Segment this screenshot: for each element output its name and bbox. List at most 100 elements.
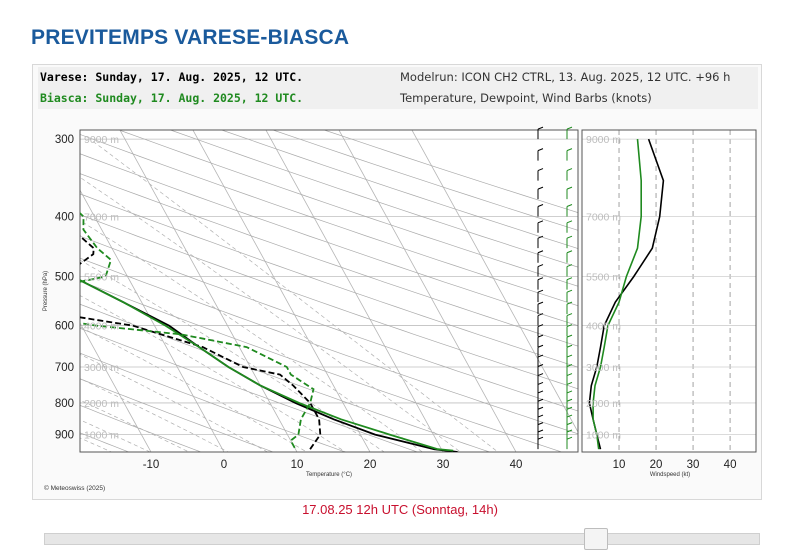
biasca-wind-barb-flag	[566, 381, 573, 385]
biasca-wind-barb-flag	[566, 148, 573, 152]
wind-height-label: 2000 m	[586, 398, 621, 410]
dry-adiabat	[80, 193, 578, 368]
biasca-wind-barb-flag	[566, 324, 573, 328]
dry-adiabat	[220, 130, 578, 249]
isotherm-line	[338, 130, 517, 452]
wind-frame	[581, 129, 757, 453]
varese-wind-barb-flag	[537, 354, 544, 358]
skewt-series-group	[80, 212, 458, 452]
biasca-wind-barb-flag	[566, 414, 573, 418]
varese-wind-barb-flag	[537, 148, 544, 152]
biasca-wind-barb-flag	[566, 373, 573, 377]
windspeed-tick-label: 40	[724, 459, 737, 471]
biasca-wind-barb-flag	[566, 436, 573, 440]
variables-label: Temperature, Dewpoint, Wind Barbs (knots…	[400, 91, 652, 105]
wind-height-label: 5500 m	[586, 272, 621, 284]
dry-adiabat	[118, 130, 578, 287]
temperature-tick-label: 0	[221, 459, 227, 471]
varese-wind-barb-flag	[537, 277, 544, 281]
moist-adiabat	[80, 295, 347, 452]
biasca-wind-barb-flag	[566, 301, 573, 305]
moist-adiabat	[80, 176, 461, 452]
pressure-axis-title: Pressure (hPa)	[43, 271, 49, 311]
varese-dewpoint-line	[80, 234, 322, 450]
varese-wind-barb-flag	[537, 390, 544, 394]
height-label: 3000 m	[84, 362, 119, 374]
temperature-tick-label: -10	[143, 459, 160, 471]
biasca-wind-barb-flag	[566, 429, 573, 433]
pressure-tick-label: 300	[55, 134, 74, 146]
sounding-header	[38, 67, 758, 109]
isotherm-line	[192, 130, 371, 452]
varese-wind-barb-flag	[537, 334, 544, 338]
biasca-wind-barb-flag	[566, 422, 573, 426]
varese-wind-barb-flag	[537, 313, 544, 317]
isotherm-line	[265, 130, 444, 452]
dry-adiabat	[80, 280, 563, 452]
pressure-tick-label: 400	[55, 212, 74, 224]
biasca-wind-barb-flag	[566, 398, 573, 402]
varese-wind-barb-flag	[537, 364, 544, 367]
temperature-tick-label: 10	[291, 459, 304, 471]
isotherm-line	[80, 189, 225, 452]
pressure-tick-label: 600	[55, 321, 74, 333]
dry-adiabat	[80, 134, 578, 307]
biasca-wind-barb-flag	[566, 334, 573, 338]
wind-series-group	[588, 138, 665, 450]
varese-wind-barb-flag	[537, 250, 544, 254]
pressure-tick-label: 500	[55, 272, 74, 284]
moist-adiabat	[80, 326, 308, 452]
temperature-tick-label: 30	[437, 459, 450, 471]
biasca-wind-barb-flag	[566, 390, 573, 394]
skewt-frame	[79, 129, 579, 453]
dry-adiabat	[80, 404, 202, 452]
biasca-wind-barb-flag	[566, 220, 573, 224]
isotherm-line	[0, 90, 18, 476]
wind-height-label: 9000 m	[586, 134, 621, 146]
copyright-note: © Meteoswiss (2025)	[44, 485, 106, 492]
dry-adiabat	[80, 257, 578, 435]
biasca-wind-barb-flag	[566, 186, 573, 190]
varese-wind-barb-flag	[537, 126, 544, 130]
dry-adiabat	[80, 378, 275, 452]
isotherm-line	[80, 322, 152, 452]
height-label: 4000 m	[84, 321, 119, 333]
time-slider-track[interactable]	[44, 533, 760, 545]
windspeed-tick-label: 30	[687, 459, 700, 471]
biasca-wind-barb-flag	[566, 344, 573, 348]
dry-adiabat	[80, 432, 130, 452]
biasca-wind-barb-flag	[566, 277, 573, 281]
biasca-wind-barb-flag	[566, 289, 573, 293]
height-label: 5500 m	[84, 272, 119, 284]
varese-wind-barb-flag	[537, 289, 544, 293]
varese-wind-barb-flag	[537, 324, 544, 328]
dry-adiabat	[323, 130, 578, 213]
varese-wind-barb-flag	[537, 429, 544, 433]
dry-adiabat	[80, 153, 578, 327]
dry-adiabat	[80, 303, 491, 452]
biasca-wind-barb-flag	[566, 264, 573, 267]
biasca-wind-barb-flag	[566, 354, 573, 358]
moist-adiabat	[80, 419, 151, 452]
biasca-wind-barb-flag	[566, 406, 573, 410]
height-label: 7000 m	[84, 212, 119, 224]
varese-wind-barb-flag	[537, 235, 544, 239]
windspeed-tick-label: 10	[613, 459, 626, 471]
varese-wind-barb-flag	[537, 398, 544, 402]
varese-wind-barb-flag	[537, 373, 544, 377]
biasca-wind-barb-flag	[566, 168, 573, 172]
height-label: 2000 m	[84, 398, 119, 410]
varese-wind-barb-flag	[537, 204, 544, 207]
temperature-axis-title: Temperature (°C)	[306, 472, 352, 478]
dry-adiabat	[80, 352, 347, 452]
wind-height-label: 7000 m	[586, 212, 621, 224]
moist-adiabat	[80, 353, 269, 452]
modelrun-label: Modelrun: ICON CH2 CTRL, 13. Aug. 2025, …	[400, 70, 731, 84]
varese-wind-barb-flag	[537, 186, 544, 190]
biasca-run-label: Biasca: Sunday, 17. Aug. 2025, 12 UTC.	[40, 91, 304, 105]
temperature-tick-label: 40	[510, 459, 523, 471]
varese-run-label: Varese: Sunday, 17. Aug. 2025, 12 UTC.	[40, 70, 304, 84]
height-label: 1000 m	[84, 430, 119, 442]
time-slider-thumb[interactable]	[583, 528, 608, 550]
